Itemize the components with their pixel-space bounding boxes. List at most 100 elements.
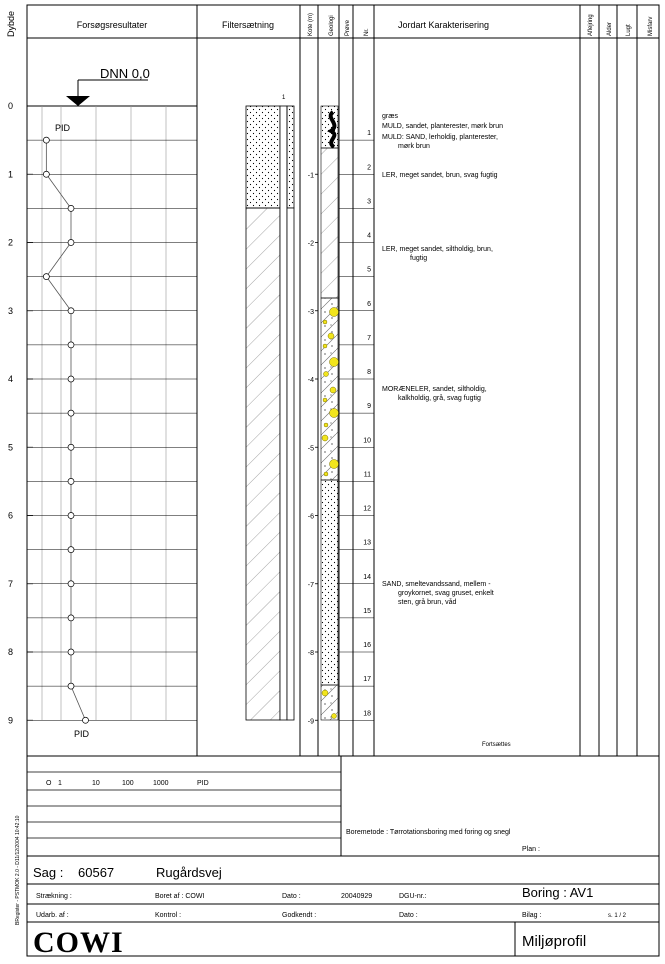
pid-top-label: PID <box>55 123 71 133</box>
legend-scale-10: 10 <box>92 780 100 787</box>
descriptions: græs MULD, sandet, planterester, mørk br… <box>382 113 511 748</box>
header-lugt: Lugt <box>626 24 632 36</box>
fortsaettes-label: Fortsættes <box>482 742 511 748</box>
pid-bottom-label: PID <box>74 729 90 739</box>
header-proeve: Prøve <box>345 19 351 36</box>
geo-stones <box>321 307 339 719</box>
boret-af: Boret af : COWI <box>155 893 204 900</box>
sample-number: 1 <box>367 130 371 137</box>
sample-number: 18 <box>363 710 371 717</box>
filter-sand-zone <box>245 105 281 209</box>
dnn-triangle <box>66 96 90 106</box>
legend-rows <box>27 771 341 839</box>
header-geologi: Geologi <box>329 15 335 36</box>
header-filtersaetning: Filtersætning <box>222 20 274 30</box>
pid-point <box>67 614 75 622</box>
sag-label: Sag : <box>33 865 63 880</box>
sample-number: 10 <box>363 437 371 444</box>
pid-point <box>67 341 75 349</box>
kote-tick-label: -1 <box>308 172 314 179</box>
kote-tick-label: -9 <box>308 718 314 725</box>
pid-point <box>42 170 50 178</box>
outer-frame <box>26 4 660 957</box>
depth-tick-label: 5 <box>8 442 13 452</box>
pid-point <box>67 205 75 212</box>
depth-tick-label: 3 <box>8 306 13 316</box>
kote-tick-label: -7 <box>308 582 314 589</box>
legend-scale-100: 100 <box>122 780 134 787</box>
pid-points <box>42 136 89 724</box>
sag-name: Rugårdsvej <box>156 865 222 880</box>
sample-number: 15 <box>363 608 371 615</box>
dato-value: 20040929 <box>341 893 372 900</box>
dgu-label: DGU-nr.: <box>399 893 427 900</box>
kote-tick-label: -5 <box>308 445 314 452</box>
header-forsoegsresultater: Forsøgsresultater <box>77 20 148 30</box>
side-number: s. 1 / 2 <box>608 913 627 919</box>
sample-number: 6 <box>367 301 371 308</box>
desc-moraene-line2: kalkholdig, grå, svag fugtig <box>398 394 481 402</box>
depth-tick-label: 9 <box>8 715 13 725</box>
pid-point <box>67 375 75 383</box>
desc-ler-2-line2: fugtig <box>410 255 427 262</box>
header-kote: Kote (m) <box>308 13 314 36</box>
desc-sand-line2: groykornet, svag gruset, enkelt <box>398 590 494 597</box>
filter-casing <box>279 105 288 721</box>
column-dividers <box>196 5 638 756</box>
legend-scale-1000: 1000 <box>153 780 169 787</box>
kote-tick-label: -3 <box>308 309 314 316</box>
desc-graes: græs <box>382 113 398 120</box>
pid-point <box>67 546 75 553</box>
geo-clay <box>320 147 339 299</box>
title-block <box>27 855 659 956</box>
kote-tick-label: -6 <box>308 514 314 521</box>
depth-tick-label: 2 <box>8 238 13 248</box>
sample-number: 11 <box>364 471 371 478</box>
pid-point <box>67 443 75 451</box>
pid-point <box>67 512 75 519</box>
desc-moraene-line1: MORÆNELER, sandet, siltholdig, <box>382 386 487 393</box>
pid-point <box>82 716 89 724</box>
desc-muld-1: MULD, sandet, planterester, mørk brun <box>382 123 503 130</box>
side-register-text: BRegister - PSTMOK 2.0 - D11/12/2004 10:… <box>15 815 21 925</box>
dato-label: Dato : <box>282 893 301 900</box>
depth-tick-label: 1 <box>8 169 13 179</box>
filter-clay-zone <box>245 207 281 721</box>
pid-grid <box>27 106 197 721</box>
udarb-label: Udarb. af : <box>36 912 69 919</box>
desc-muld-2-line2: mørk brun <box>398 143 430 150</box>
sample-number: 8 <box>367 369 371 376</box>
sample-number: 4 <box>367 233 371 240</box>
godkendt-label: Godkendt : <box>282 912 316 919</box>
depth-tick-label: 0 <box>8 101 13 111</box>
pid-point <box>67 648 75 656</box>
sample-number: 14 <box>363 574 371 581</box>
sample-number: 17 <box>363 676 371 683</box>
desc-muld-2-line1: MULD: SAND, lerholdig, planterester, <box>382 134 498 141</box>
sample-number: 16 <box>363 642 371 649</box>
kote-tick-label: -2 <box>308 241 314 248</box>
boremetode: Boremetode : Tørrotationsboring med fori… <box>346 829 511 836</box>
header-dybde: Dybde <box>6 11 16 37</box>
header-misfarv: Misfarv <box>648 17 654 36</box>
pid-point <box>67 682 75 690</box>
pid-point <box>67 580 75 588</box>
kote-tick-label: -4 <box>308 377 314 384</box>
dnn-label: DNN 0,0 <box>100 66 150 81</box>
kote-tick-label: -8 <box>308 650 314 657</box>
depth-tick-label: 6 <box>8 511 13 521</box>
pid-point <box>67 307 75 315</box>
filter-well: 1 <box>245 95 295 721</box>
filter-outer-dotted <box>286 105 295 209</box>
sample-number: 5 <box>367 267 371 274</box>
miljoeprofil-title: Miljøprofil <box>522 933 586 950</box>
desc-ler-2-line1: LER, meget sandet, siltholdig, brun, <box>382 246 493 253</box>
sample-number: 9 <box>367 403 371 410</box>
sample-number: 13 <box>363 540 371 547</box>
dato2-label: Dato : <box>399 912 418 919</box>
pid-point <box>67 478 75 485</box>
header-alder: Alder <box>607 22 613 36</box>
sample-number: 2 <box>367 164 371 171</box>
